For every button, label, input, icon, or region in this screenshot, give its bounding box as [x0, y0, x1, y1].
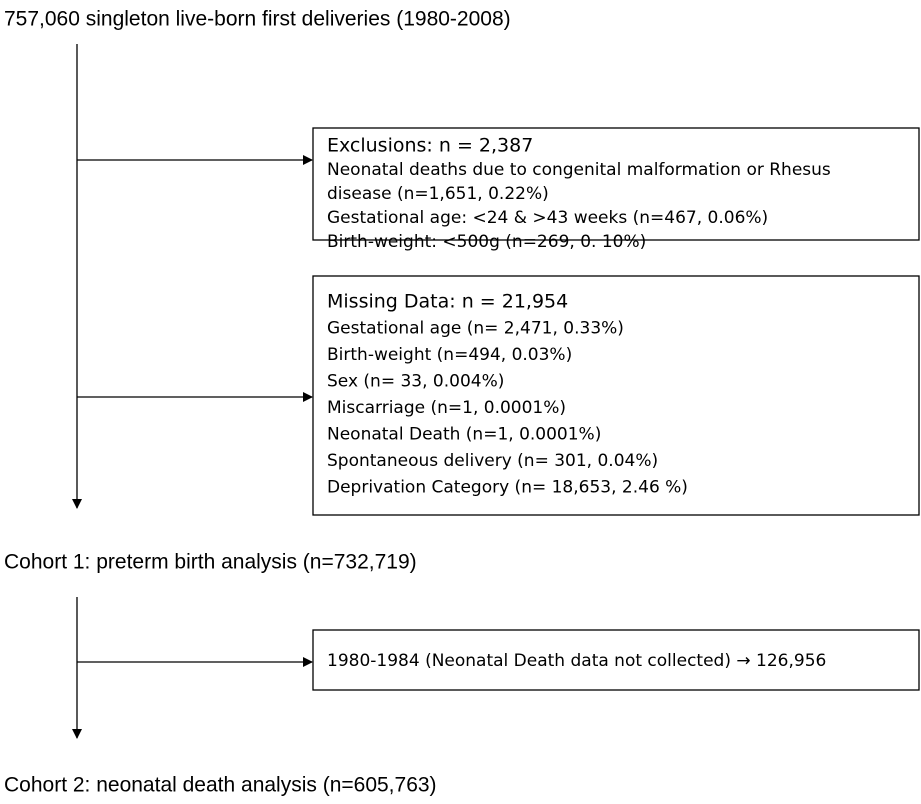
- period-text: 1980-1984 (Neonatal Death data not colle…: [327, 651, 826, 671]
- box-item: Birth-weight (n=494, 0.03%): [327, 345, 572, 365]
- box-item: Miscarriage (n=1, 0.0001%): [327, 398, 566, 418]
- box-item: Neonatal Death (n=1, 0.0001%): [327, 425, 601, 445]
- start-node: 757,060 singleton live-born first delive…: [4, 8, 511, 31]
- box-heading: Missing Data: n = 21,954: [327, 291, 568, 313]
- cohort2-node: Cohort 2: neonatal death analysis (n=605…: [4, 774, 437, 797]
- exclusions-text: Exclusions: n = 2,387 Neonatal deaths due…: [327, 135, 831, 253]
- cohort1-node: Cohort 1: preterm birth analysis (n=732,…: [4, 551, 417, 574]
- period-box: [312, 629, 920, 691]
- box-item: disease (n=1,651, 0.22%): [327, 184, 549, 204]
- box-item: Gestational age: <24 & >43 weeks (n=467,…: [327, 208, 768, 228]
- box-item: Neonatal deaths due to congenital malfor…: [327, 160, 831, 180]
- box-item: Gestational age (n= 2,471, 0.33%): [327, 319, 624, 339]
- box-item: Deprivation Category (n= 18,653, 2.46 %): [327, 478, 688, 498]
- box-item: Birth-weight: <500g (n=269, 0. 10%): [327, 232, 646, 252]
- missing-text: Missing Data: n = 21,954 Gestational age …: [327, 291, 688, 498]
- missing-box: [312, 275, 920, 516]
- exclusions-box: [312, 127, 920, 241]
- box-item: Sex (n= 33, 0.004%): [327, 372, 504, 392]
- box-heading: Exclusions: n = 2,387: [327, 135, 533, 157]
- box-item: Spontaneous delivery (n= 301, 0.04%): [327, 451, 658, 471]
